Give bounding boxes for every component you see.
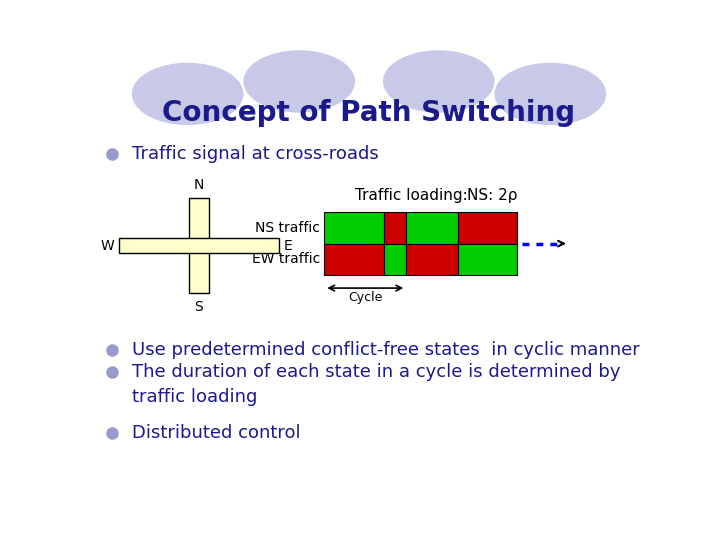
Bar — [324, 244, 384, 275]
Bar — [384, 244, 406, 275]
Text: Concept of Path Switching: Concept of Path Switching — [163, 99, 575, 126]
Bar — [458, 244, 517, 275]
Text: Distributed control: Distributed control — [132, 424, 300, 442]
Bar — [119, 238, 279, 253]
Text: EW traffic: EW traffic — [252, 252, 320, 266]
Text: traffic loading: traffic loading — [132, 388, 257, 407]
Bar — [406, 244, 458, 275]
Bar — [458, 212, 517, 244]
Text: Traffic loading:: Traffic loading: — [355, 188, 468, 203]
Text: W: W — [100, 239, 114, 253]
Text: EW: ρ: EW: ρ — [467, 215, 510, 230]
Text: N: N — [194, 178, 204, 192]
Text: E: E — [284, 239, 292, 253]
Ellipse shape — [243, 50, 355, 113]
Ellipse shape — [132, 63, 243, 125]
Text: Cycle: Cycle — [348, 291, 382, 303]
Text: Traffic signal at cross-roads: Traffic signal at cross-roads — [132, 145, 379, 163]
Bar — [189, 198, 209, 294]
Text: Use predetermined conflict-free states  in cyclic manner: Use predetermined conflict-free states i… — [132, 341, 639, 359]
Text: The duration of each state in a cycle is determined by: The duration of each state in a cycle is… — [132, 363, 621, 381]
Text: NS traffic: NS traffic — [255, 221, 320, 235]
Ellipse shape — [495, 63, 606, 125]
Text: NS: 2ρ: NS: 2ρ — [467, 188, 517, 203]
Bar — [384, 212, 406, 244]
Bar — [324, 212, 384, 244]
Text: S: S — [194, 300, 203, 314]
Ellipse shape — [383, 50, 495, 113]
Bar — [406, 212, 458, 244]
